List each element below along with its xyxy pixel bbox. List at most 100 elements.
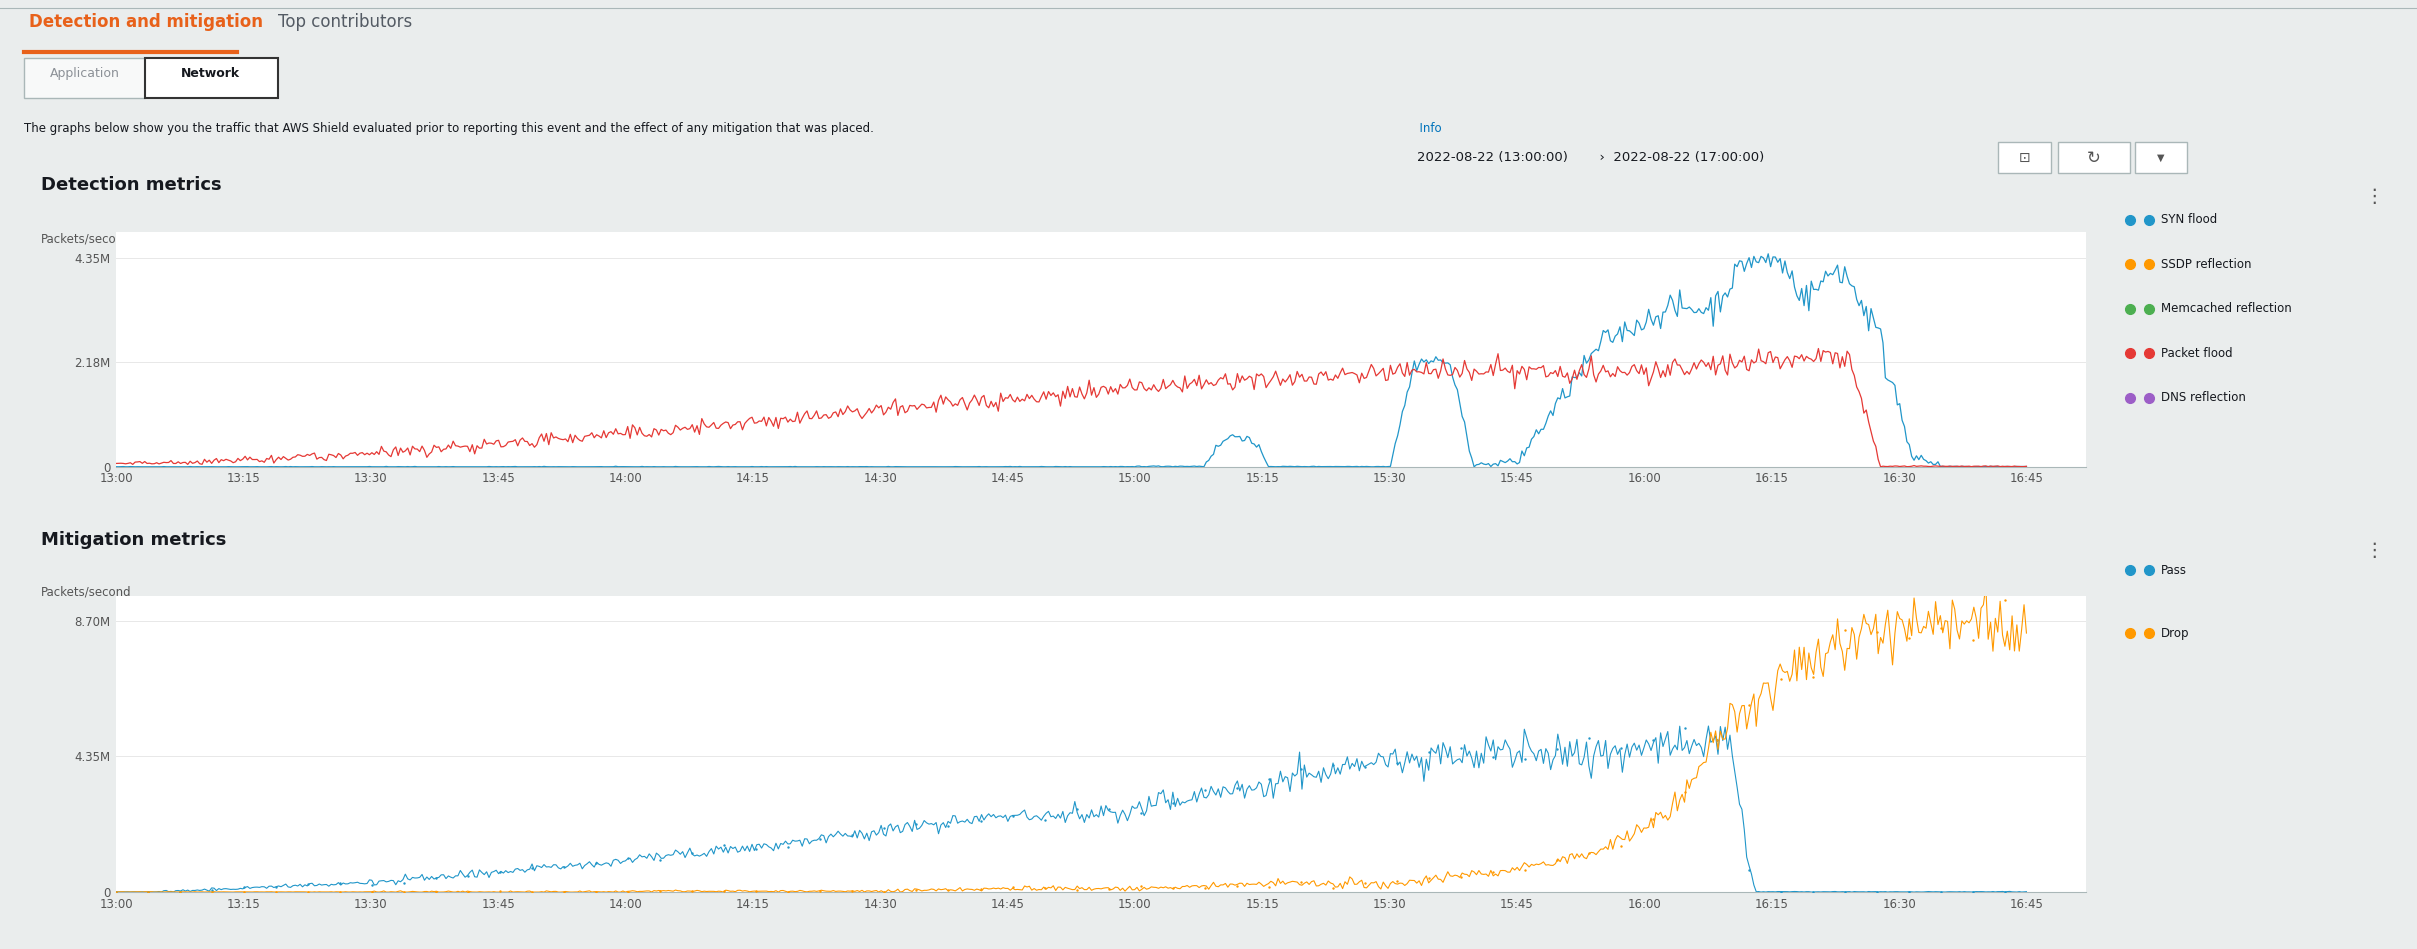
Point [321, 875, 360, 890]
Text: The graphs below show you the traffic that AWS Shield evaluated prior to reporti: The graphs below show you the traffic th… [24, 122, 875, 136]
Point [1121, 879, 1160, 894]
Text: Memcached reflection: Memcached reflection [2161, 302, 2291, 315]
Point [1890, 630, 1929, 645]
Point [865, 884, 904, 899]
Text: Pass: Pass [2161, 564, 2187, 577]
Point [288, 884, 326, 900]
Point [769, 884, 807, 899]
Point [672, 884, 711, 899]
Point [481, 884, 520, 899]
Point [962, 882, 1001, 897]
Point [1441, 740, 1479, 755]
FancyBboxPatch shape [24, 58, 145, 98]
Point [1281, 875, 1320, 890]
Point [1409, 870, 1448, 885]
Point [193, 883, 232, 898]
Point [993, 880, 1032, 895]
Point [897, 816, 935, 831]
Point [1056, 883, 1095, 898]
Point [1474, 864, 1513, 879]
Point [97, 884, 135, 900]
Point [193, 884, 232, 900]
Text: Packet flood: Packet flood [2161, 346, 2233, 360]
Point [1825, 623, 1864, 638]
Point [800, 831, 839, 847]
Point [384, 884, 423, 900]
FancyBboxPatch shape [2057, 141, 2129, 174]
Text: Packets/second: Packets/second [41, 233, 131, 246]
Point [544, 859, 582, 874]
Point [578, 884, 616, 900]
FancyBboxPatch shape [145, 58, 278, 98]
Point [416, 884, 454, 900]
Point [353, 877, 392, 892]
Point [1697, 732, 1735, 747]
Point [1090, 882, 1129, 897]
Point [1569, 730, 1607, 745]
Point [1441, 869, 1479, 884]
Text: ↻: ↻ [2086, 148, 2100, 166]
Point [834, 884, 873, 899]
Point [1090, 801, 1129, 816]
Point [450, 868, 488, 884]
Point [1281, 761, 1320, 776]
Point [481, 864, 520, 879]
Point [706, 837, 744, 852]
Point [1312, 757, 1351, 772]
Text: 2022-08-22 (13:00:00): 2022-08-22 (13:00:00) [1416, 151, 1566, 164]
Point [928, 883, 967, 898]
Point [97, 884, 135, 900]
Point [384, 875, 423, 890]
Text: Drop: Drop [2161, 626, 2190, 640]
Point [641, 853, 679, 868]
Point [706, 884, 744, 899]
Point [1506, 863, 1544, 878]
Point [1250, 772, 1288, 787]
Point [1953, 884, 1992, 900]
Point [512, 884, 551, 900]
Point [1056, 801, 1095, 816]
Point [1987, 592, 2025, 607]
Point [1890, 884, 1929, 900]
Point [353, 884, 392, 900]
Text: Top contributors: Top contributors [278, 13, 413, 31]
Point [1922, 620, 1960, 635]
Point [1762, 671, 1801, 686]
Point [1474, 750, 1513, 765]
Point [1793, 884, 1832, 900]
Point [256, 880, 295, 895]
Point [1346, 760, 1385, 775]
Point [609, 850, 648, 865]
Text: Info: Info [1412, 122, 1441, 136]
Text: ▼: ▼ [2156, 153, 2166, 162]
Point [288, 877, 326, 892]
Point [1184, 881, 1223, 896]
Point [1121, 806, 1160, 821]
Point [1634, 732, 1673, 747]
Point [450, 884, 488, 900]
Point [1793, 669, 1832, 684]
Point [1697, 733, 1735, 748]
Point [800, 884, 839, 899]
Point [1312, 881, 1351, 896]
Text: ⊡: ⊡ [2018, 151, 2030, 164]
Point [256, 884, 295, 900]
Point [1025, 881, 1063, 896]
Point [834, 828, 873, 843]
Text: Application: Application [51, 66, 118, 80]
Text: SYN flood: SYN flood [2161, 213, 2216, 226]
Text: Network: Network [181, 66, 239, 80]
Point [1569, 845, 1607, 860]
Text: SSDP reflection: SSDP reflection [2161, 257, 2250, 270]
Point [225, 879, 263, 894]
Point [1859, 624, 1897, 640]
Text: DNS reflection: DNS reflection [2161, 391, 2245, 404]
Point [1409, 744, 1448, 759]
Point [128, 884, 167, 900]
Point [1602, 740, 1641, 755]
Point [1762, 884, 1801, 900]
Point [672, 846, 711, 861]
Text: ⋮: ⋮ [2364, 187, 2383, 206]
Point [578, 856, 616, 871]
Point [1250, 880, 1288, 895]
